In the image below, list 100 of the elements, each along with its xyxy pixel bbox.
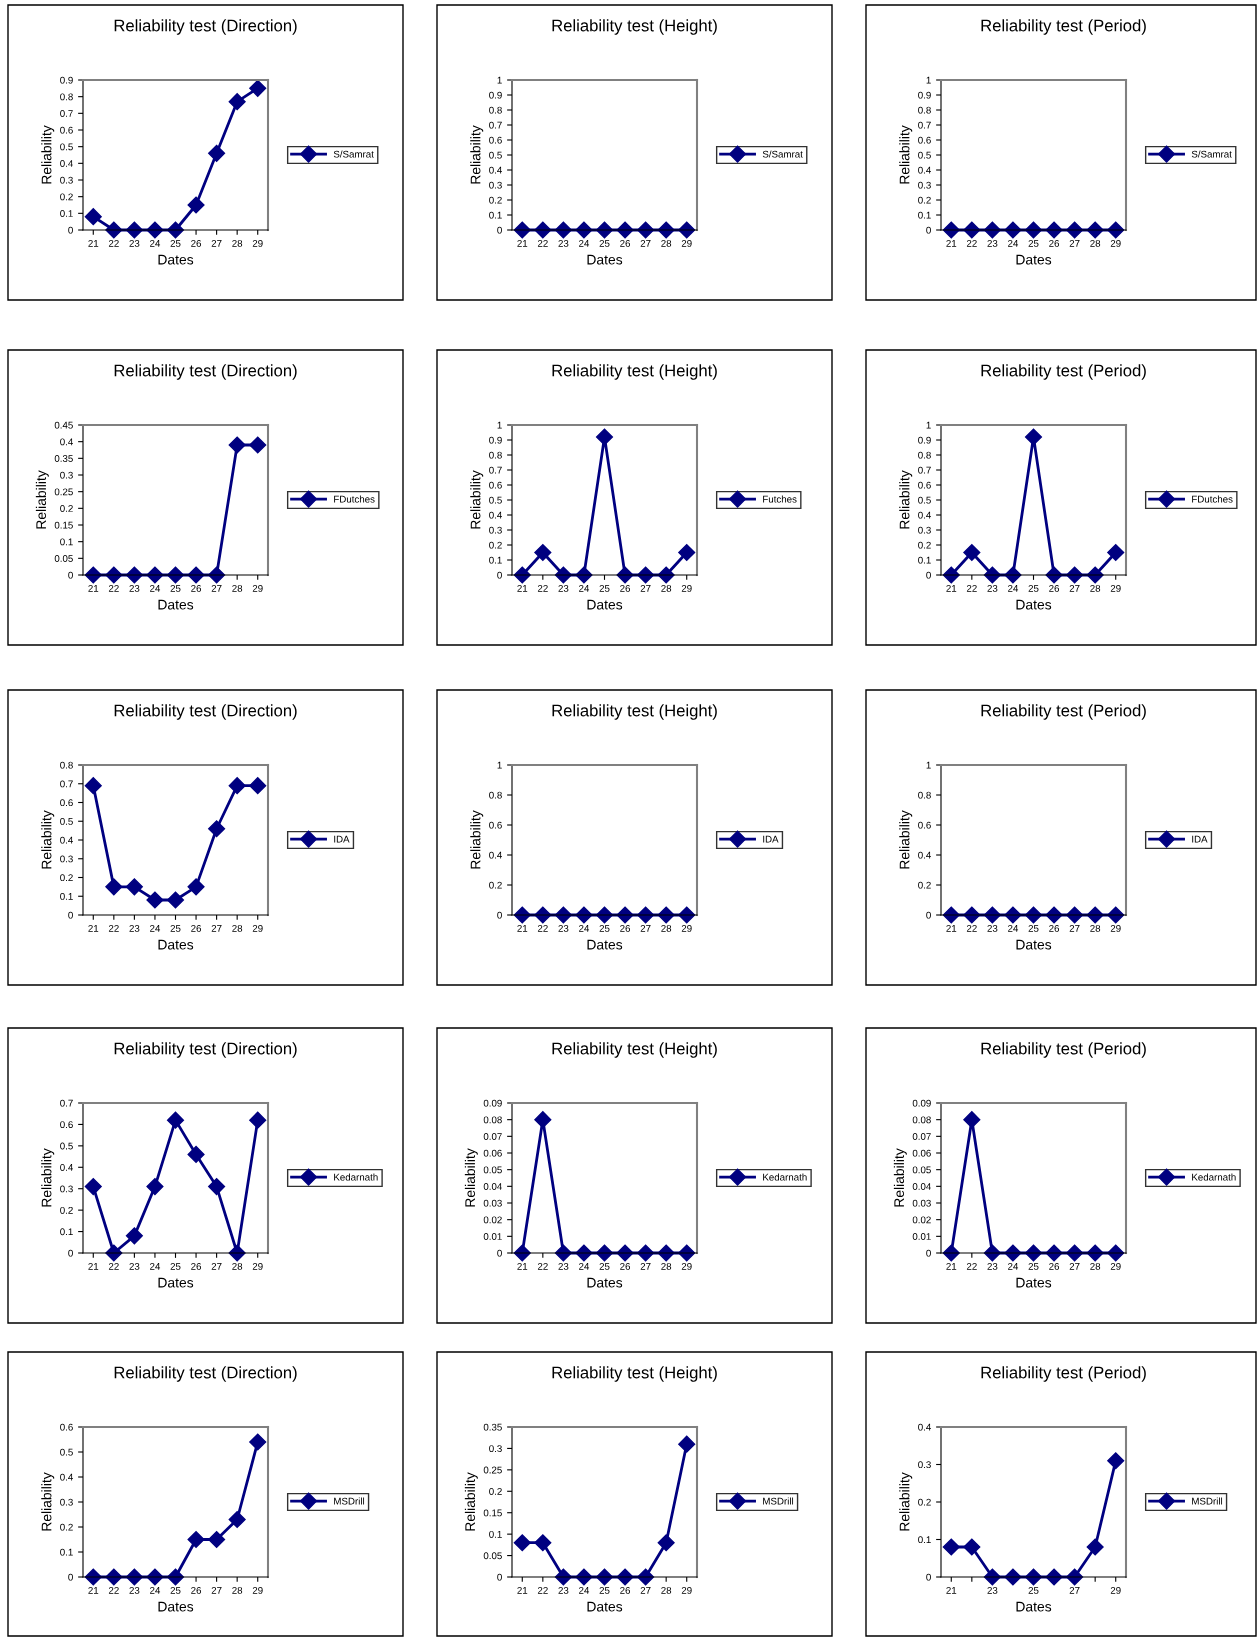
x-tick-label: 27 xyxy=(640,924,651,932)
x-tick-label: 24 xyxy=(579,239,590,247)
y-tick-label: 0.7 xyxy=(489,121,502,129)
y-tick-label: 0.02 xyxy=(483,1216,502,1224)
y-axis-title: Reliability xyxy=(470,470,484,529)
y-axis-title: Reliability xyxy=(464,1472,478,1531)
x-tick-label: 24 xyxy=(1008,1262,1019,1270)
x-tick-label: 24 xyxy=(150,924,161,932)
y-tick-label: 0.1 xyxy=(489,556,502,564)
point xyxy=(125,1227,143,1245)
y-tick-label: 0.7 xyxy=(918,466,931,474)
point xyxy=(208,1178,226,1196)
x-tick-label: 27 xyxy=(1069,239,1080,247)
x-tick-label: 29 xyxy=(681,1262,692,1270)
y-tick-label: 0.2 xyxy=(918,1498,931,1506)
y-tick-label: 0.6 xyxy=(60,126,73,134)
y-tick-label: 0.5 xyxy=(918,496,931,504)
y-tick-label: 0.8 xyxy=(918,106,931,114)
y-axis-title: Reliability xyxy=(41,1148,55,1207)
x-tick-label: 25 xyxy=(599,1262,610,1270)
point xyxy=(534,1534,552,1552)
y-tick-label: 0.07 xyxy=(912,1133,931,1140)
y-tick-label: 0.05 xyxy=(54,555,73,562)
x-tick-label: 21 xyxy=(517,584,528,592)
y-tick-label: 0.45 xyxy=(54,421,73,429)
point xyxy=(249,777,267,795)
y-tick-label: 0.2 xyxy=(918,881,931,889)
point xyxy=(228,777,246,795)
chart-title: Reliability test (Period) xyxy=(981,704,1146,720)
x-tick-label: 27 xyxy=(640,239,651,247)
x-axis-title: Dates xyxy=(1016,1601,1052,1612)
legend-label: MSDrill xyxy=(763,1497,794,1505)
x-tick-label: 28 xyxy=(661,1586,672,1594)
x-tick-label: 21 xyxy=(946,239,957,247)
legend-label: S/Samrat xyxy=(1191,150,1232,158)
x-tick-label: 22 xyxy=(537,924,548,932)
y-tick-label: 0.3 xyxy=(60,1185,73,1193)
y-tick-label: 0.6 xyxy=(60,799,73,807)
y-tick-label: 0 xyxy=(68,1249,73,1257)
y-tick-label: 0.4 xyxy=(489,851,502,859)
x-tick-label: 26 xyxy=(620,584,631,592)
y-tick-label: 0.1 xyxy=(918,211,931,219)
y-tick-label: 0 xyxy=(926,1573,931,1581)
x-tick-label: 29 xyxy=(252,1586,263,1594)
y-tick-label: 0.01 xyxy=(912,1233,931,1240)
y-tick-label: 0.1 xyxy=(918,556,931,564)
x-tick-label: 25 xyxy=(1028,924,1039,932)
x-tick-label: 27 xyxy=(211,1586,222,1594)
y-tick-label: 0 xyxy=(926,911,931,919)
chart-title: Reliability test (Period) xyxy=(981,19,1146,35)
x-tick-label: 22 xyxy=(108,584,119,592)
x-tick-label: 26 xyxy=(191,239,202,247)
point xyxy=(146,1178,164,1196)
y-tick-label: 0.6 xyxy=(489,481,502,489)
y-tick-label: 0.4 xyxy=(489,511,502,519)
legend-label: Kedarnath xyxy=(763,1173,807,1181)
y-tick-label: 1 xyxy=(497,421,502,429)
x-tick-label: 27 xyxy=(211,584,222,592)
x-tick-label: 28 xyxy=(661,239,672,247)
x-tick-label: 22 xyxy=(108,924,119,932)
x-tick-label: 21 xyxy=(88,1262,99,1270)
x-tick-label: 21 xyxy=(88,924,99,932)
x-tick-label: 21 xyxy=(946,1262,957,1270)
point xyxy=(1086,1538,1104,1556)
point xyxy=(166,891,185,909)
x-tick-label: 28 xyxy=(661,924,672,932)
chart-title: Reliability test (Height) xyxy=(552,19,717,35)
x-tick-label: 21 xyxy=(946,924,957,932)
x-tick-label: 25 xyxy=(599,1586,610,1594)
y-tick-label: 0.1 xyxy=(918,1536,931,1544)
y-tick-label: 0.04 xyxy=(912,1183,931,1190)
y-tick-label: 0.8 xyxy=(489,106,502,114)
y-tick-label: 0.8 xyxy=(60,761,73,769)
y-tick-label: 0.2 xyxy=(60,505,73,512)
y-tick-label: 0 xyxy=(68,1573,73,1581)
chart-title: Reliability test (Height) xyxy=(552,1042,717,1058)
point xyxy=(678,1435,696,1453)
x-axis-title: Dates xyxy=(587,1601,623,1612)
y-tick-label: 0 xyxy=(497,226,502,234)
y-tick-label: 0.6 xyxy=(60,1423,73,1431)
x-tick-label: 23 xyxy=(558,1586,569,1594)
x-tick-label: 25 xyxy=(599,239,610,247)
y-tick-label: 0.1 xyxy=(60,892,73,900)
x-tick-label: 21 xyxy=(946,584,957,592)
chart-title: Reliability test (Height) xyxy=(552,704,717,720)
y-tick-label: 0 xyxy=(926,226,931,234)
legend-label: MSDrill xyxy=(1192,1497,1223,1505)
y-tick-label: 0.3 xyxy=(60,471,73,479)
x-tick-label: 21 xyxy=(517,924,528,932)
y-tick-label: 0 xyxy=(497,1249,502,1257)
x-tick-label: 26 xyxy=(1049,239,1060,247)
point xyxy=(84,777,102,795)
y-tick-label: 0.2 xyxy=(60,193,73,201)
y-tick-label: 0.01 xyxy=(483,1233,502,1240)
x-tick-label: 28 xyxy=(232,1586,243,1594)
y-tick-label: 0.1 xyxy=(60,1228,73,1236)
x-tick-label: 28 xyxy=(1090,239,1101,247)
point xyxy=(208,1530,226,1549)
x-tick-label: 21 xyxy=(517,1586,528,1594)
x-tick-label: 25 xyxy=(1028,584,1039,592)
